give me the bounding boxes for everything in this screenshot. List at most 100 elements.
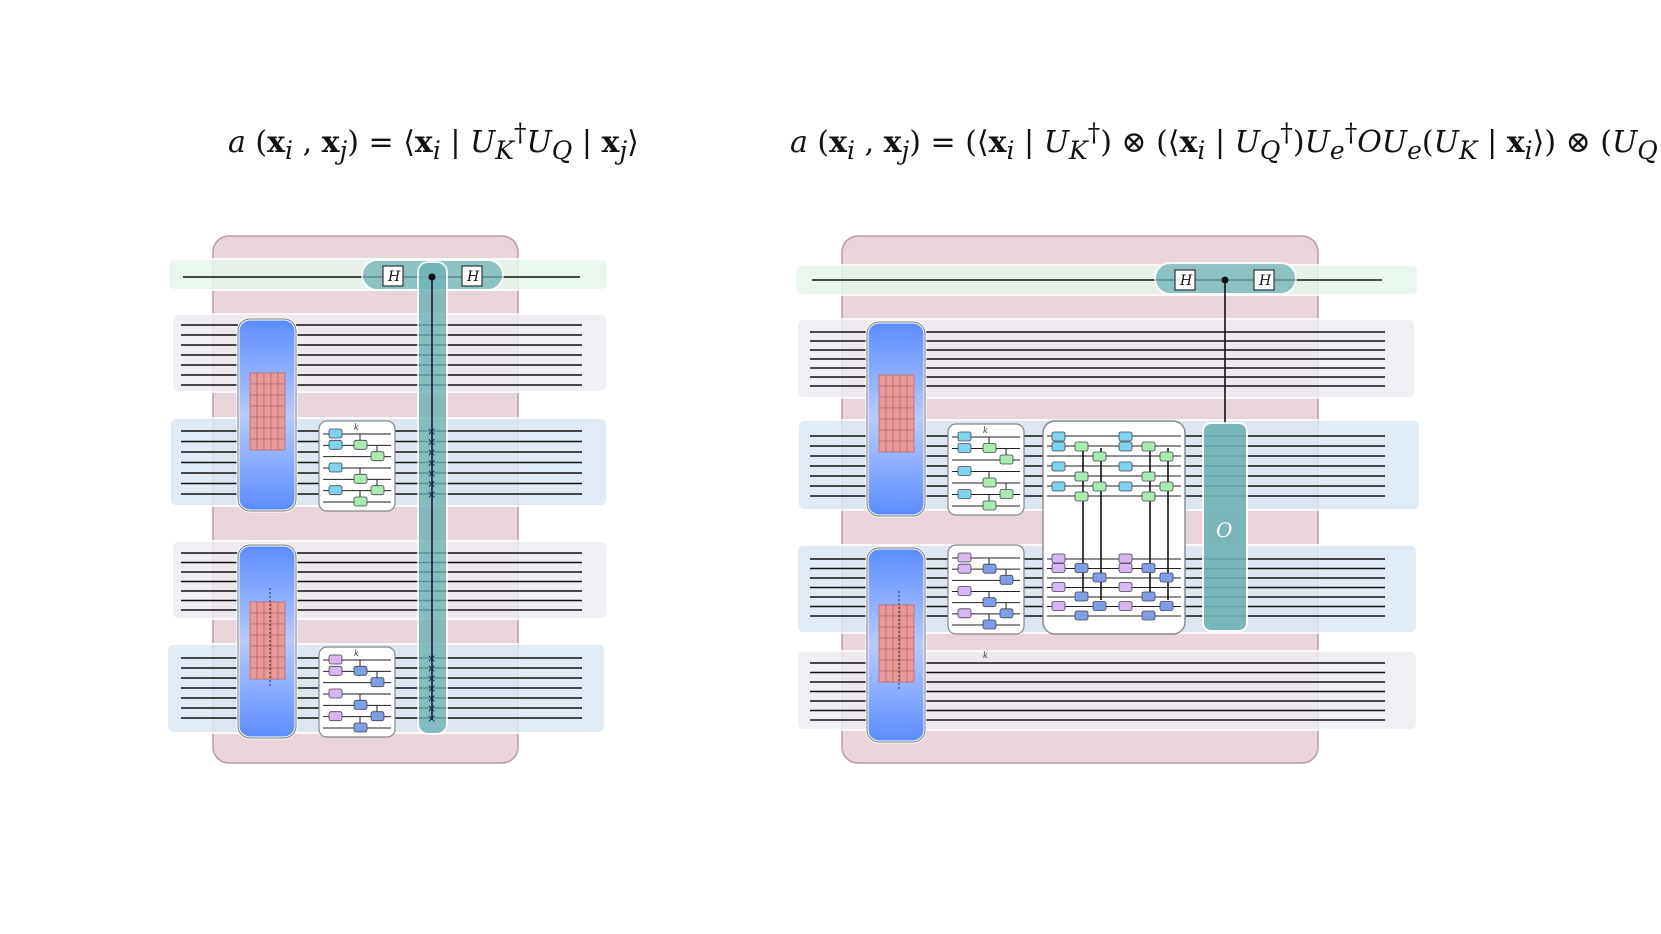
encoding-grid-cell <box>249 438 258 451</box>
gate <box>1051 441 1066 452</box>
encoding-grid-cell <box>249 667 258 680</box>
encoding-grid-cell <box>256 372 265 385</box>
encoding-grid-cell <box>878 659 887 672</box>
gate <box>982 563 997 574</box>
swap-cross: × <box>427 692 436 705</box>
encoding-grid-cell <box>892 418 901 431</box>
encoding-grid-cell <box>885 670 894 683</box>
encoding-grid-cell <box>277 667 286 680</box>
encoding-grid-cell <box>249 645 258 658</box>
encoding-grid-cell <box>885 659 894 672</box>
gate <box>353 665 368 676</box>
swap-cross: × <box>427 662 436 675</box>
hadamard-gate <box>382 265 404 287</box>
swap-cross: × <box>427 712 436 725</box>
encoding-grid-cell <box>899 385 908 398</box>
encoding-grid-cell <box>885 637 894 650</box>
encoding-grid-cell <box>277 656 286 669</box>
encoding-grid-cell <box>270 667 279 680</box>
gate <box>1118 601 1133 611</box>
encoding-grid-cell <box>256 667 265 680</box>
encoding-grid-cell <box>263 416 272 429</box>
encoding-grid-cell <box>899 407 908 420</box>
gate <box>957 552 972 563</box>
encoding-grid-cell <box>249 405 258 418</box>
encoding-grid-cell <box>899 440 908 453</box>
encoding-grid-cell <box>270 383 279 396</box>
encoding-grid-cell <box>906 418 915 431</box>
gate <box>1074 491 1089 502</box>
encoding-grid-cell <box>906 396 915 409</box>
encoding-grid-cell <box>270 405 279 418</box>
gate <box>999 489 1014 499</box>
gate <box>1141 471 1156 482</box>
encoding-grid-cell <box>878 440 887 453</box>
gate <box>1118 481 1133 492</box>
encoding-grid-cell <box>878 637 887 650</box>
encoding-grid-cell <box>885 648 894 661</box>
gate <box>957 608 972 619</box>
gate <box>328 428 343 439</box>
gate <box>353 722 368 733</box>
gate <box>353 473 368 484</box>
gate <box>353 439 368 450</box>
encoding-grid-cell <box>277 601 286 614</box>
gate <box>1051 553 1066 564</box>
gate <box>982 597 997 608</box>
gate <box>1118 431 1133 442</box>
encoding-grid-cell <box>878 429 887 442</box>
gate <box>328 485 343 496</box>
encoding-grid-cell <box>277 372 286 385</box>
encoding-grid-cell <box>277 416 286 429</box>
encoding-grid-cell <box>270 612 279 625</box>
gate <box>1051 601 1066 611</box>
layer-index-label: k <box>983 651 988 660</box>
swap-cross: × <box>427 652 436 665</box>
encoding-grid-cell <box>878 418 887 431</box>
swap-cross: × <box>427 478 436 491</box>
gate <box>957 563 972 574</box>
encoding-grid-cell <box>892 615 901 628</box>
gate <box>982 443 997 453</box>
swap-cross: × <box>427 425 436 438</box>
encoding-grid-cell <box>277 394 286 407</box>
encoding-grid-cell <box>885 418 894 431</box>
encoding-grid-cell <box>270 634 279 647</box>
encoding-grid-cell <box>249 601 258 614</box>
gate <box>1118 563 1133 573</box>
gate <box>1141 591 1156 602</box>
encoding-grid-cell <box>878 374 887 387</box>
encoding-grid-cell <box>906 440 915 453</box>
layer-index-label: k <box>983 426 988 435</box>
encoding-grid-cell <box>256 383 265 396</box>
encoding-grid-cell <box>892 374 901 387</box>
gate <box>1159 572 1174 583</box>
gate <box>982 619 997 630</box>
swap-cross: × <box>427 682 436 695</box>
encoding-grid-cell <box>899 374 908 387</box>
gate <box>1051 582 1066 592</box>
encoding-grid-cell <box>885 396 894 409</box>
gate <box>1092 572 1107 583</box>
encoding-grid-cell <box>270 372 279 385</box>
encoding-grid-cell <box>892 659 901 672</box>
encoding-grid-cell <box>256 601 265 614</box>
encoding-grid-cell <box>263 372 272 385</box>
gate <box>353 699 368 710</box>
encoding-grid-cell <box>270 601 279 614</box>
encoding-grid-cell <box>270 623 279 636</box>
gate <box>1118 441 1133 452</box>
hadamard-gate <box>461 265 483 287</box>
gate <box>999 608 1014 619</box>
encoding-grid-cell <box>256 405 265 418</box>
encoding-grid-cell <box>249 427 258 440</box>
hadamard-label: H <box>1179 273 1193 289</box>
hadamard-gate <box>1174 269 1196 291</box>
swap-cross: × <box>427 702 436 715</box>
encoding-grid-cell <box>899 396 908 409</box>
control-dot <box>428 273 436 281</box>
formula-left: a (xi , xj) = ⟨xi | UK†UQ | xj⟩ a (xᵢ , … <box>228 118 639 165</box>
encoding-grid-cell <box>899 429 908 442</box>
encoding-grid-cell <box>263 383 272 396</box>
